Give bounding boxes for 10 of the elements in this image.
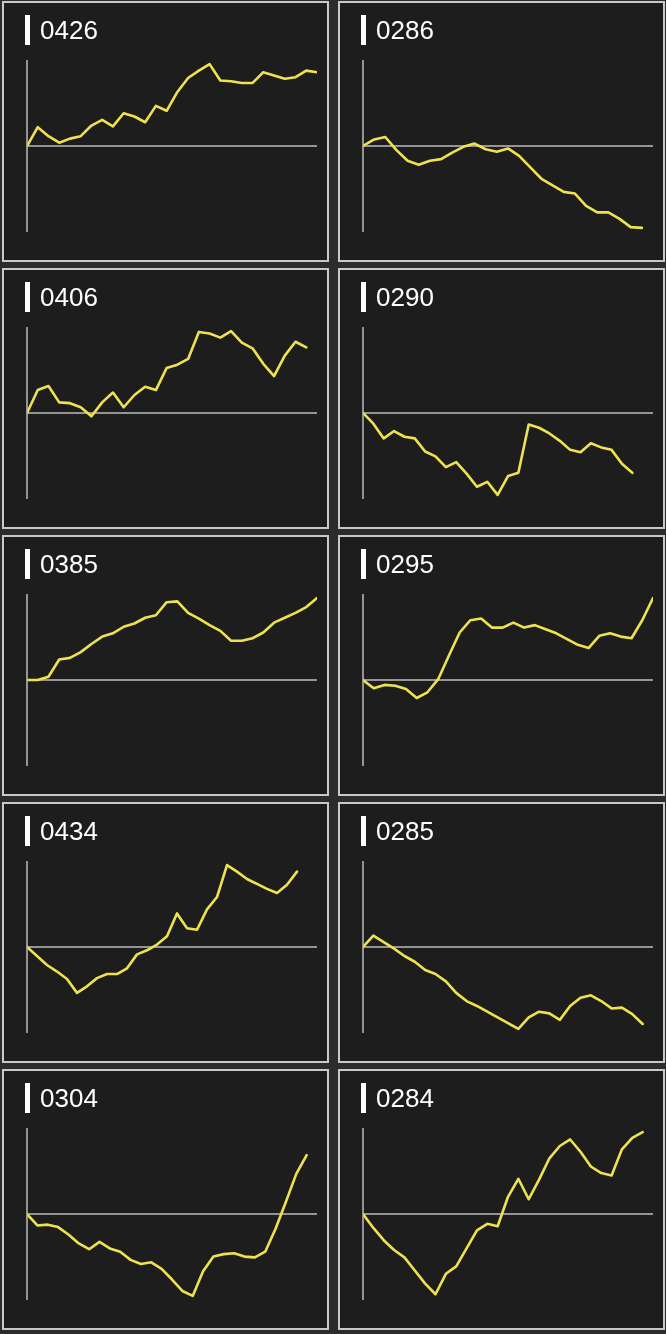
chart-title: 0426	[40, 14, 98, 46]
chart-title: 0385	[40, 548, 98, 580]
chart-title: 0295	[376, 548, 434, 580]
chart-title: 0290	[376, 281, 434, 313]
chart-title: 0434	[40, 815, 98, 847]
chart-title: 0304	[40, 1082, 98, 1114]
chart-title: 0285	[376, 815, 434, 847]
chart-title: 0284	[376, 1082, 434, 1114]
chart-title: 0406	[40, 281, 98, 313]
chart-title: 0286	[376, 14, 434, 46]
